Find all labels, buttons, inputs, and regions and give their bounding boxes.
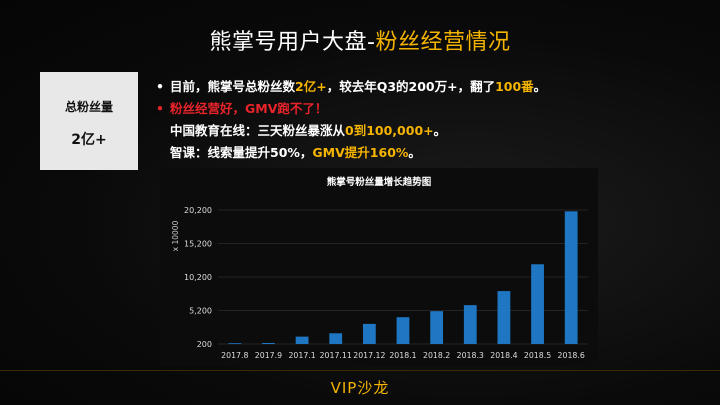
chart-y-ticks: 200 5,200 10,200 15,200 20,200 [184,206,212,349]
total-fans-label: 总粉丝量 [64,100,113,114]
chart-x-tick-label: 2018.1 [389,351,416,360]
title-part2: 粉丝经营情况 [375,30,511,55]
total-fans-value: 2亿+ [71,132,107,148]
bullet-1-end: 。 [533,79,547,94]
chart-title: 熊掌号粉丝量增长趋势图 [327,176,432,188]
footer-divider [0,370,720,371]
title-part1: 熊掌号用户大盘- [209,30,376,55]
bullet-3-highlight: 0到100,000+ [345,123,434,138]
chart-bar [463,305,477,344]
chart-bars [228,211,578,344]
bullet-4-end: 。 [408,145,421,160]
chart-panel: 熊掌号粉丝量增长趋势图 x 10000 200 5,200 10,200 15,200… [160,168,598,366]
bullet-1-highlight-1: 2亿+ [295,79,327,94]
chart-bar [430,311,444,344]
chart-y-axis-label: x 10000 [171,220,180,251]
bullet-dot: • [156,101,164,116]
bullet-2-text: 粉丝经营好，GMV跑不了！ [170,101,328,116]
chart-x-tick-label: 2018.5 [524,351,551,360]
chart-x-tick-label: 2017.1 [288,351,315,360]
chart-x-tick-label: 2018.4 [490,351,517,360]
bullet-1-text: 目前，熊掌号总粉丝数 [170,79,296,94]
bullet-3-end: 。 [433,123,447,138]
chart-y-tick-label: 10,200 [184,273,212,282]
chart-bar [497,291,511,344]
chart-x-tick-label: 2017.9 [255,351,282,360]
bullet-2: • 粉丝经营好，GMV跑不了！ [156,98,546,120]
fans-growth-chart: 熊掌号粉丝量增长趋势图 x 10000 200 5,200 10,200 15,200… [171,176,588,360]
chart-bar [531,264,544,344]
bullet-dot: • [156,79,164,94]
bullet-4-text: 智课：线索量提升50%， [170,145,313,160]
bullet-1-highlight-2: 100番 [495,79,534,94]
chart-bar [329,333,343,344]
page-title: 熊掌号用户大盘-粉丝经营情况 [0,24,720,56]
chart-bar [362,323,376,344]
chart-bar [262,342,275,344]
chart-gridlines [218,209,588,345]
bullet-3: 中国教育在线：三天粉丝暴涨从0到100,000+。 [156,120,546,142]
chart-x-tick-label: 2018.6 [558,351,585,360]
chart-x-ticks: 2017.8 2017.9 2017.1 2017.11 2017.12 2018.1 20… [221,351,585,360]
chart-bar [295,336,309,344]
chart-x-tick-label: 2017.8 [221,351,248,360]
chart-y-tick-label: 5,200 [189,307,212,316]
bullet-4-highlight: GMV提升160% [312,145,409,160]
bullet-4: 智课：线索量提升50%，GMV提升160%。 [156,142,546,164]
chart-x-tick-label: 2018.2 [423,351,450,360]
footer-brand: VIP沙龙 [330,379,390,397]
bullet-3-text: 中国教育在线：三天粉丝暴涨从 [170,123,346,138]
chart-y-tick-label: 20,200 [184,206,212,215]
chart-x-tick-label: 2017.11 [320,351,352,360]
chart-y-tick-label: 200 [197,340,212,349]
chart-bar [228,343,242,344]
chart-bar [396,317,410,344]
chart-y-tick-label: 15,200 [184,240,212,249]
bullet-1-text-mid: ，较去年Q3的200万+，翻了 [326,79,496,94]
bullet-list: • 目前，熊掌号总粉丝数2亿+，较去年Q3的200万+，翻了100番。 • 粉丝经营… [156,76,546,164]
total-fans-box: 总粉丝量 2亿+ [40,72,138,170]
chart-x-tick-label: 2017.12 [353,351,385,360]
chart-bar [564,211,578,344]
bullet-1: • 目前，熊掌号总粉丝数2亿+，较去年Q3的200万+，翻了100番。 [156,76,546,98]
chart-x-tick-label: 2018.3 [457,351,484,360]
